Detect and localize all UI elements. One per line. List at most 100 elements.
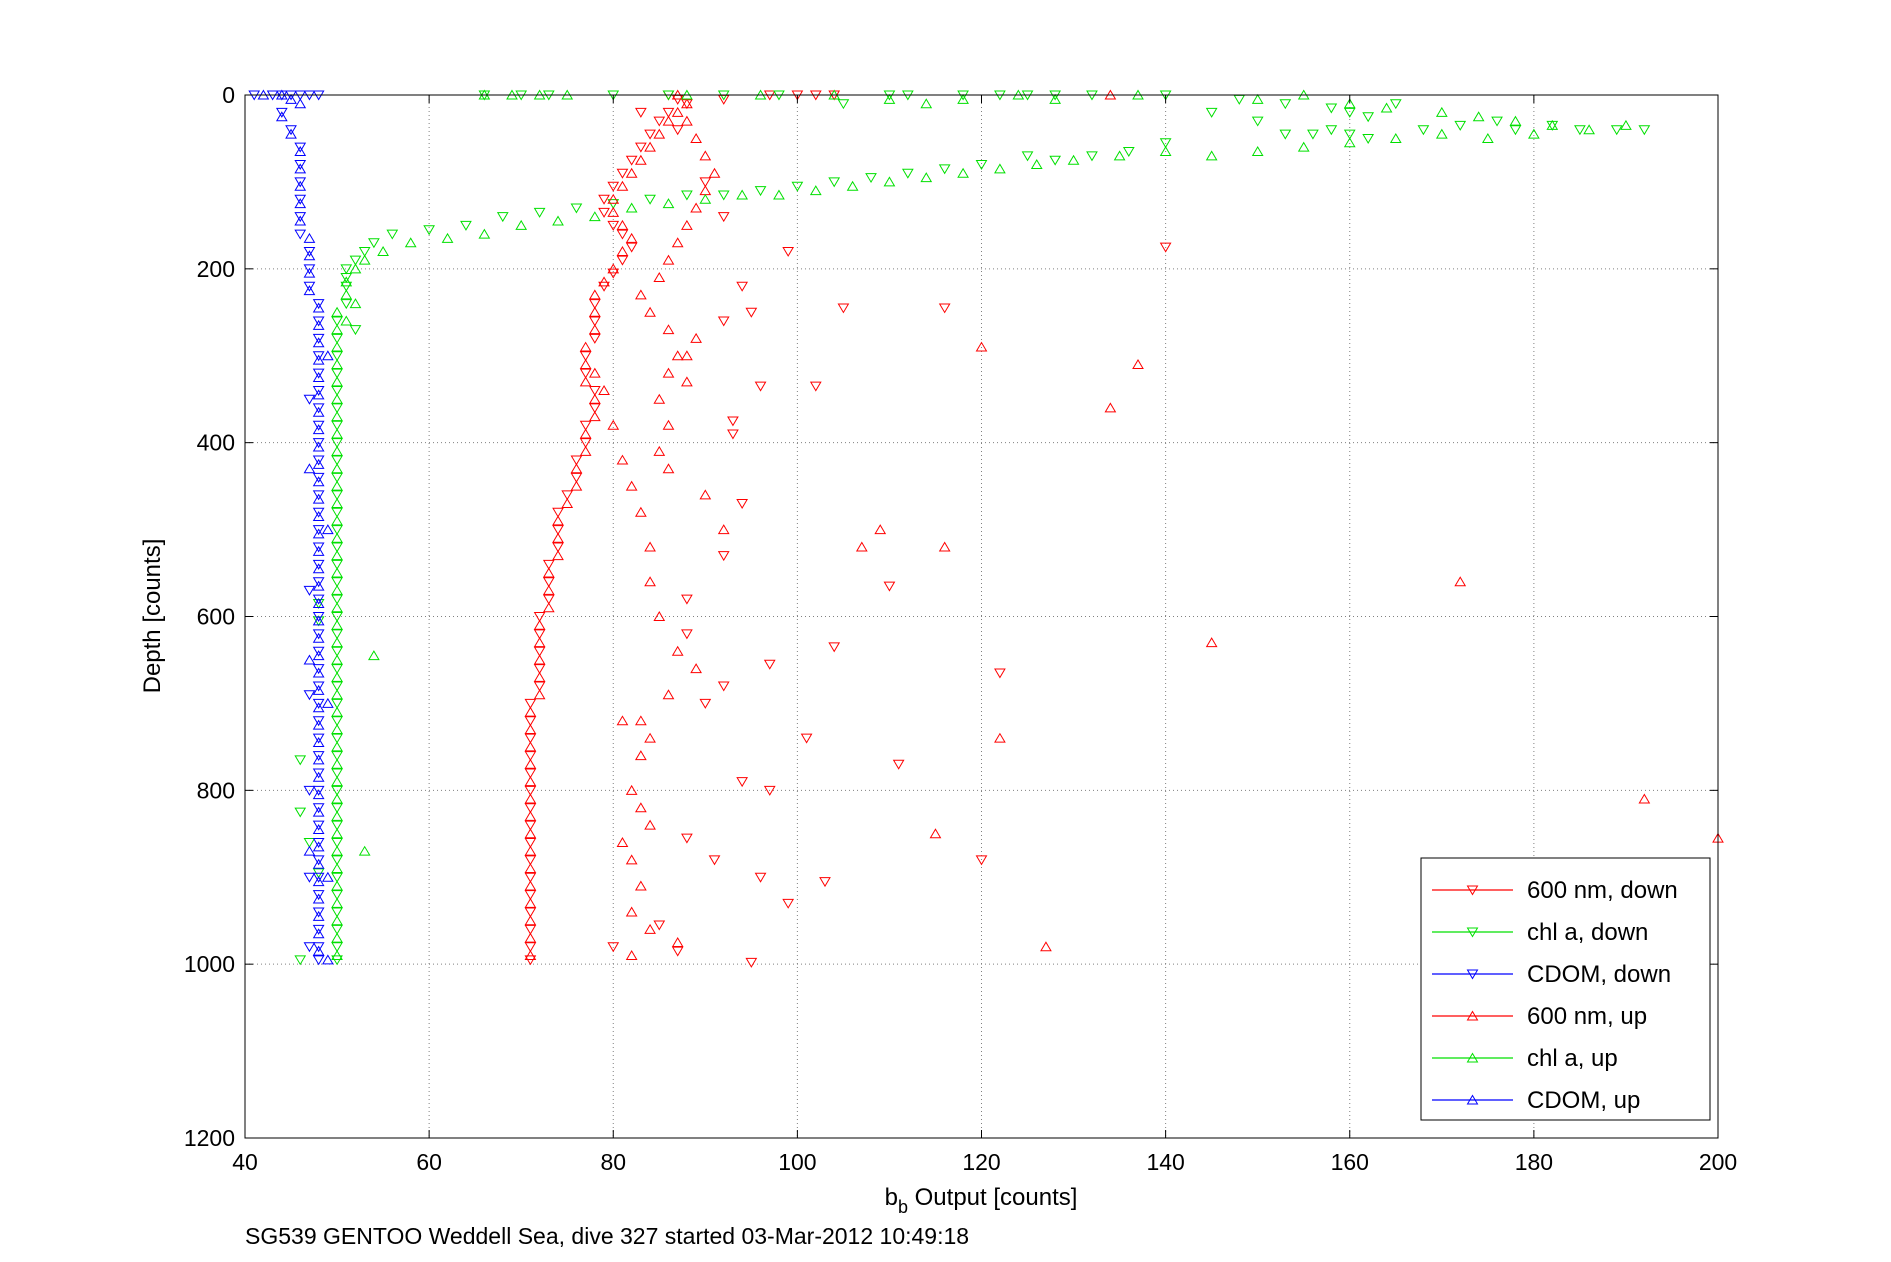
data-point [533, 619, 546, 630]
data-point [331, 507, 343, 518]
data-point [588, 306, 601, 317]
data-point [312, 319, 325, 330]
legend-marker [1466, 1010, 1479, 1021]
data-point [690, 663, 702, 674]
data-point [588, 411, 601, 422]
data-point [1435, 106, 1448, 117]
data-point [331, 837, 343, 848]
data-point [653, 116, 666, 127]
data-point [598, 281, 610, 292]
data-point [312, 333, 325, 344]
data-point [662, 198, 675, 209]
data-point [644, 819, 656, 830]
data-point [644, 141, 656, 152]
data-point [708, 167, 721, 178]
data-point [1481, 132, 1494, 143]
data-point [496, 212, 509, 223]
x-tick-label: 80 [600, 1149, 626, 1175]
data-point [331, 820, 343, 831]
data-point [331, 751, 343, 762]
data-point [331, 664, 343, 675]
data-point [331, 532, 343, 543]
data-point [312, 420, 325, 431]
series-4 [331, 89, 1632, 960]
data-point [1343, 137, 1356, 148]
data-point [1049, 155, 1062, 166]
data-point [607, 220, 620, 231]
data-point [331, 472, 343, 483]
data-point [625, 242, 638, 253]
data-point [542, 567, 555, 578]
data-point [294, 177, 307, 188]
data-point [331, 542, 343, 553]
data-point [312, 559, 325, 570]
data-point [570, 472, 583, 483]
data-point [312, 542, 325, 553]
data-point [994, 668, 1006, 679]
data-point [588, 289, 601, 300]
data-point [588, 403, 601, 414]
data-point [588, 316, 601, 327]
data-point [901, 168, 914, 179]
x-tick-label: 200 [1699, 1149, 1737, 1175]
data-point [303, 872, 316, 883]
data-point [312, 371, 325, 382]
data-point [312, 612, 325, 622]
data-point [552, 542, 564, 553]
data-point [340, 273, 353, 284]
data-point [690, 202, 702, 213]
data-point [312, 684, 325, 695]
data-point [524, 955, 537, 966]
x-axis-title-rest: Output [counts] [908, 1184, 1077, 1211]
data-point [312, 511, 325, 522]
legend-label: chl a, down [1527, 919, 1648, 946]
data-point [552, 215, 564, 226]
data-point [312, 855, 325, 866]
data-point [331, 880, 343, 891]
data-point [524, 776, 537, 787]
data-point [331, 324, 343, 335]
data-point [1205, 637, 1218, 648]
data-point [533, 681, 546, 692]
data-point [321, 697, 334, 708]
data-point [598, 276, 610, 287]
series-3 [524, 89, 1724, 960]
legend-marker [1466, 1094, 1479, 1105]
data-point [1343, 98, 1356, 109]
data-point [625, 906, 638, 917]
data-point [312, 876, 325, 887]
data-point [312, 316, 325, 327]
data-point [331, 924, 343, 935]
data-point [312, 664, 325, 675]
data-point [855, 541, 868, 552]
data-point [331, 316, 343, 327]
data-point [662, 419, 675, 430]
data-point [331, 619, 343, 630]
data-point [828, 642, 841, 653]
data-point [312, 493, 325, 504]
data-point [524, 724, 537, 734]
data-point [773, 189, 785, 200]
data-point [312, 354, 325, 365]
data-point [1251, 116, 1264, 127]
data-point [763, 659, 776, 670]
data-point [312, 771, 325, 782]
data-point [349, 298, 362, 309]
data-point [331, 351, 343, 362]
data-point [957, 167, 969, 178]
data-point [303, 267, 316, 278]
data-point [524, 872, 537, 883]
data-point [524, 768, 537, 779]
data-point [368, 238, 380, 249]
data-point [331, 306, 343, 317]
data-point [561, 490, 574, 501]
data-point [920, 98, 933, 109]
data-point [303, 942, 316, 953]
data-point [312, 406, 325, 417]
data-point [883, 581, 896, 592]
data-point [524, 793, 537, 804]
data-point [957, 93, 969, 104]
data-point [303, 654, 316, 665]
y-tick-label: 400 [197, 430, 235, 456]
data-point [662, 367, 675, 378]
